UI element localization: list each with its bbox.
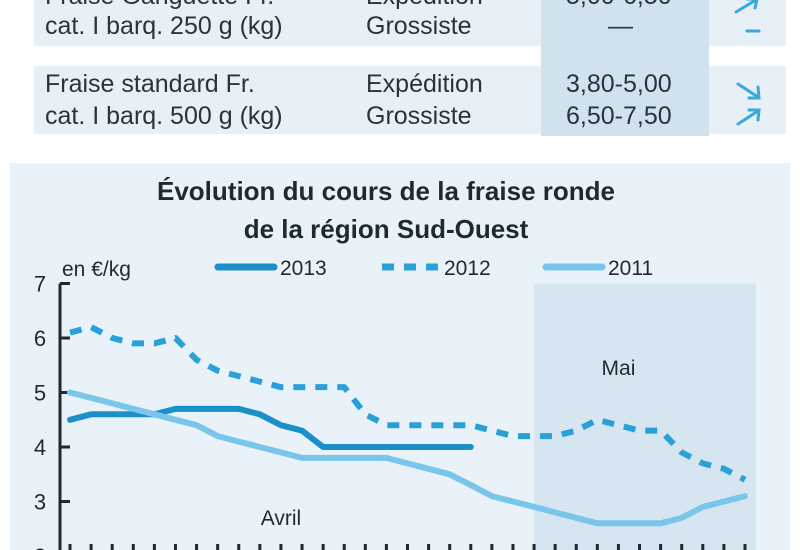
trend-up-icon (736, 108, 761, 126)
series-line-2013 (67, 405, 474, 450)
trend-down-icon (736, 82, 761, 100)
product-cell: Fraise standard Fr. (45, 70, 255, 98)
price-cell: 5,00-6,50 (566, 0, 672, 13)
series-line-2012 (69, 324, 747, 483)
legend-label: 2012 (444, 257, 491, 280)
stage-cell: Grossiste (366, 102, 472, 130)
y-tick-label: 2 (34, 544, 46, 550)
period-label: Avril (261, 507, 301, 530)
period-label: Mai (602, 357, 636, 380)
product-cell: Fraise Gariguette Fr. (45, 0, 274, 13)
price-table: Fraise Gariguette Fr. cat. I barq. 250 g… (0, 0, 800, 138)
product-cell: cat. I barq. 500 g (kg) (45, 102, 283, 130)
price-column (541, 0, 709, 136)
legend-label: 2011 (608, 257, 653, 280)
stage-cell: Expédition (366, 0, 483, 13)
y-tick-label: 7 (34, 272, 46, 297)
y-tick-label: 4 (34, 435, 46, 460)
legend-label: 2013 (280, 257, 327, 280)
stage-cell: Grossiste (366, 12, 472, 40)
price-cell: — (608, 12, 633, 40)
price-cell: 6,50-7,50 (566, 102, 672, 130)
y-tick-label: 6 (34, 326, 46, 351)
price-cell: 3,80-5,00 (566, 70, 672, 98)
series-line-2011 (67, 389, 748, 527)
trend-stable-icon (745, 29, 761, 33)
trend-up-icon (734, 0, 759, 14)
chart-subtitle: de la région Sud-Ouest (244, 214, 529, 244)
legend: 2013 2012 2011 (214, 257, 653, 280)
y-tick-label: 3 (34, 490, 46, 515)
stage-cell: Expédition (366, 70, 483, 98)
y-tick-label: 5 (34, 381, 46, 406)
chart-title: Évolution du cours de la fraise ronde (157, 176, 615, 206)
product-cell: cat. I barq. 250 g (kg) (45, 12, 283, 40)
plot-area: 2 3 4 5 6 7 Avril Mai (34, 272, 756, 550)
y-axis-label: en €/kg (62, 258, 131, 281)
mai-period-shading (534, 283, 756, 550)
